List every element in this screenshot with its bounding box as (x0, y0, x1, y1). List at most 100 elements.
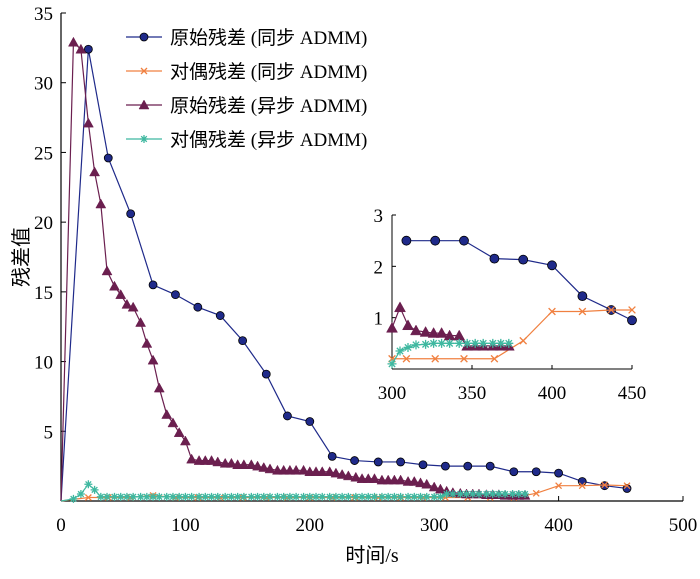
data-point (121, 298, 133, 309)
data-point (238, 459, 250, 469)
data-point (298, 464, 310, 475)
data-point (264, 463, 276, 474)
data-point (233, 492, 242, 501)
inset-data-point (386, 321, 398, 333)
data-point (422, 492, 431, 501)
data-point (428, 481, 440, 492)
inset-data-point (437, 338, 447, 348)
data-point (494, 490, 503, 499)
data-point (327, 451, 337, 461)
data-point (207, 492, 216, 501)
inset-data-point (504, 338, 514, 348)
data-point (299, 492, 308, 501)
data-point (488, 490, 497, 499)
data-point (330, 467, 342, 478)
legend-marker-1 (140, 67, 148, 75)
data-point (212, 456, 224, 467)
inset-data-point (430, 235, 441, 246)
inset-data-point (402, 319, 414, 331)
y-tick-label: 5 (44, 422, 54, 443)
data-point (136, 492, 145, 501)
data-point (285, 492, 294, 501)
data-point (265, 492, 274, 501)
data-point (283, 411, 292, 421)
data-point (350, 456, 359, 465)
y-tick-label: 10 (34, 353, 53, 374)
inset-data-point (628, 306, 636, 314)
x-tick-label: 300 (420, 515, 449, 536)
data-point (578, 482, 586, 490)
inset-data-point (429, 338, 439, 348)
data-point (521, 490, 530, 499)
inset-data-point (478, 338, 488, 348)
inset-y-tick-label: 3 (374, 206, 384, 227)
data-point (509, 467, 519, 477)
data-point (514, 490, 523, 499)
inset-data-point (607, 306, 616, 314)
data-point (206, 455, 217, 465)
inset-y-tick-label: 1 (374, 309, 384, 330)
data-point (148, 280, 158, 290)
data-point (127, 301, 139, 312)
inset-y-tick-label: 2 (374, 257, 384, 278)
data-point (76, 490, 85, 499)
x-tick-label: 200 (296, 515, 325, 536)
data-point (153, 382, 165, 393)
inset-x-tick-label: 450 (618, 383, 647, 404)
data-point (468, 490, 477, 499)
inset-data-point (518, 254, 529, 265)
data-point (482, 490, 491, 499)
data-point (239, 492, 248, 501)
data-point (89, 166, 101, 177)
data-point (418, 460, 428, 470)
legend-marker-2 (138, 99, 150, 110)
data-point (351, 492, 360, 501)
y-tick-label: 20 (34, 213, 53, 234)
inset-data-point (421, 339, 431, 349)
data-point (258, 462, 270, 472)
data-point (69, 494, 78, 503)
data-point (221, 492, 230, 501)
data-point (162, 492, 171, 501)
inset-data-point (496, 338, 506, 348)
data-point (384, 492, 393, 501)
x-tick-label: 500 (669, 515, 698, 536)
data-point (179, 435, 191, 446)
y-axis-title: 残差值 (10, 227, 33, 287)
x-tick-label: 0 (56, 515, 66, 536)
data-point (370, 492, 379, 501)
inset-data-point (578, 307, 587, 316)
y-tick-label: 35 (34, 4, 53, 25)
data-point (456, 490, 465, 499)
data-point (213, 492, 222, 501)
data-point (253, 492, 262, 501)
data-point (290, 464, 302, 475)
data-point (408, 475, 420, 486)
data-point (430, 492, 439, 501)
y-tick-label: 30 (34, 74, 53, 95)
legend-marker-0 (139, 32, 149, 42)
inset-data-point (459, 235, 469, 246)
data-point (369, 473, 380, 483)
data-point (126, 209, 136, 219)
data-point (396, 457, 406, 467)
data-point (129, 492, 138, 501)
inset-data-point (462, 338, 472, 348)
data-point (501, 490, 510, 499)
data-point (312, 492, 321, 501)
data-point (316, 466, 328, 476)
data-point (83, 44, 93, 54)
inset-data-point (401, 235, 412, 246)
data-point (305, 417, 315, 426)
data-point (336, 468, 348, 479)
inset-data-point (490, 354, 499, 363)
data-point (149, 492, 158, 501)
x-tick-label: 100 (171, 515, 200, 536)
data-point (155, 492, 164, 501)
data-point (168, 492, 177, 501)
data-point (331, 492, 340, 501)
data-point (95, 198, 107, 209)
data-point (577, 477, 587, 486)
inset-x-tick-label: 350 (458, 383, 487, 404)
